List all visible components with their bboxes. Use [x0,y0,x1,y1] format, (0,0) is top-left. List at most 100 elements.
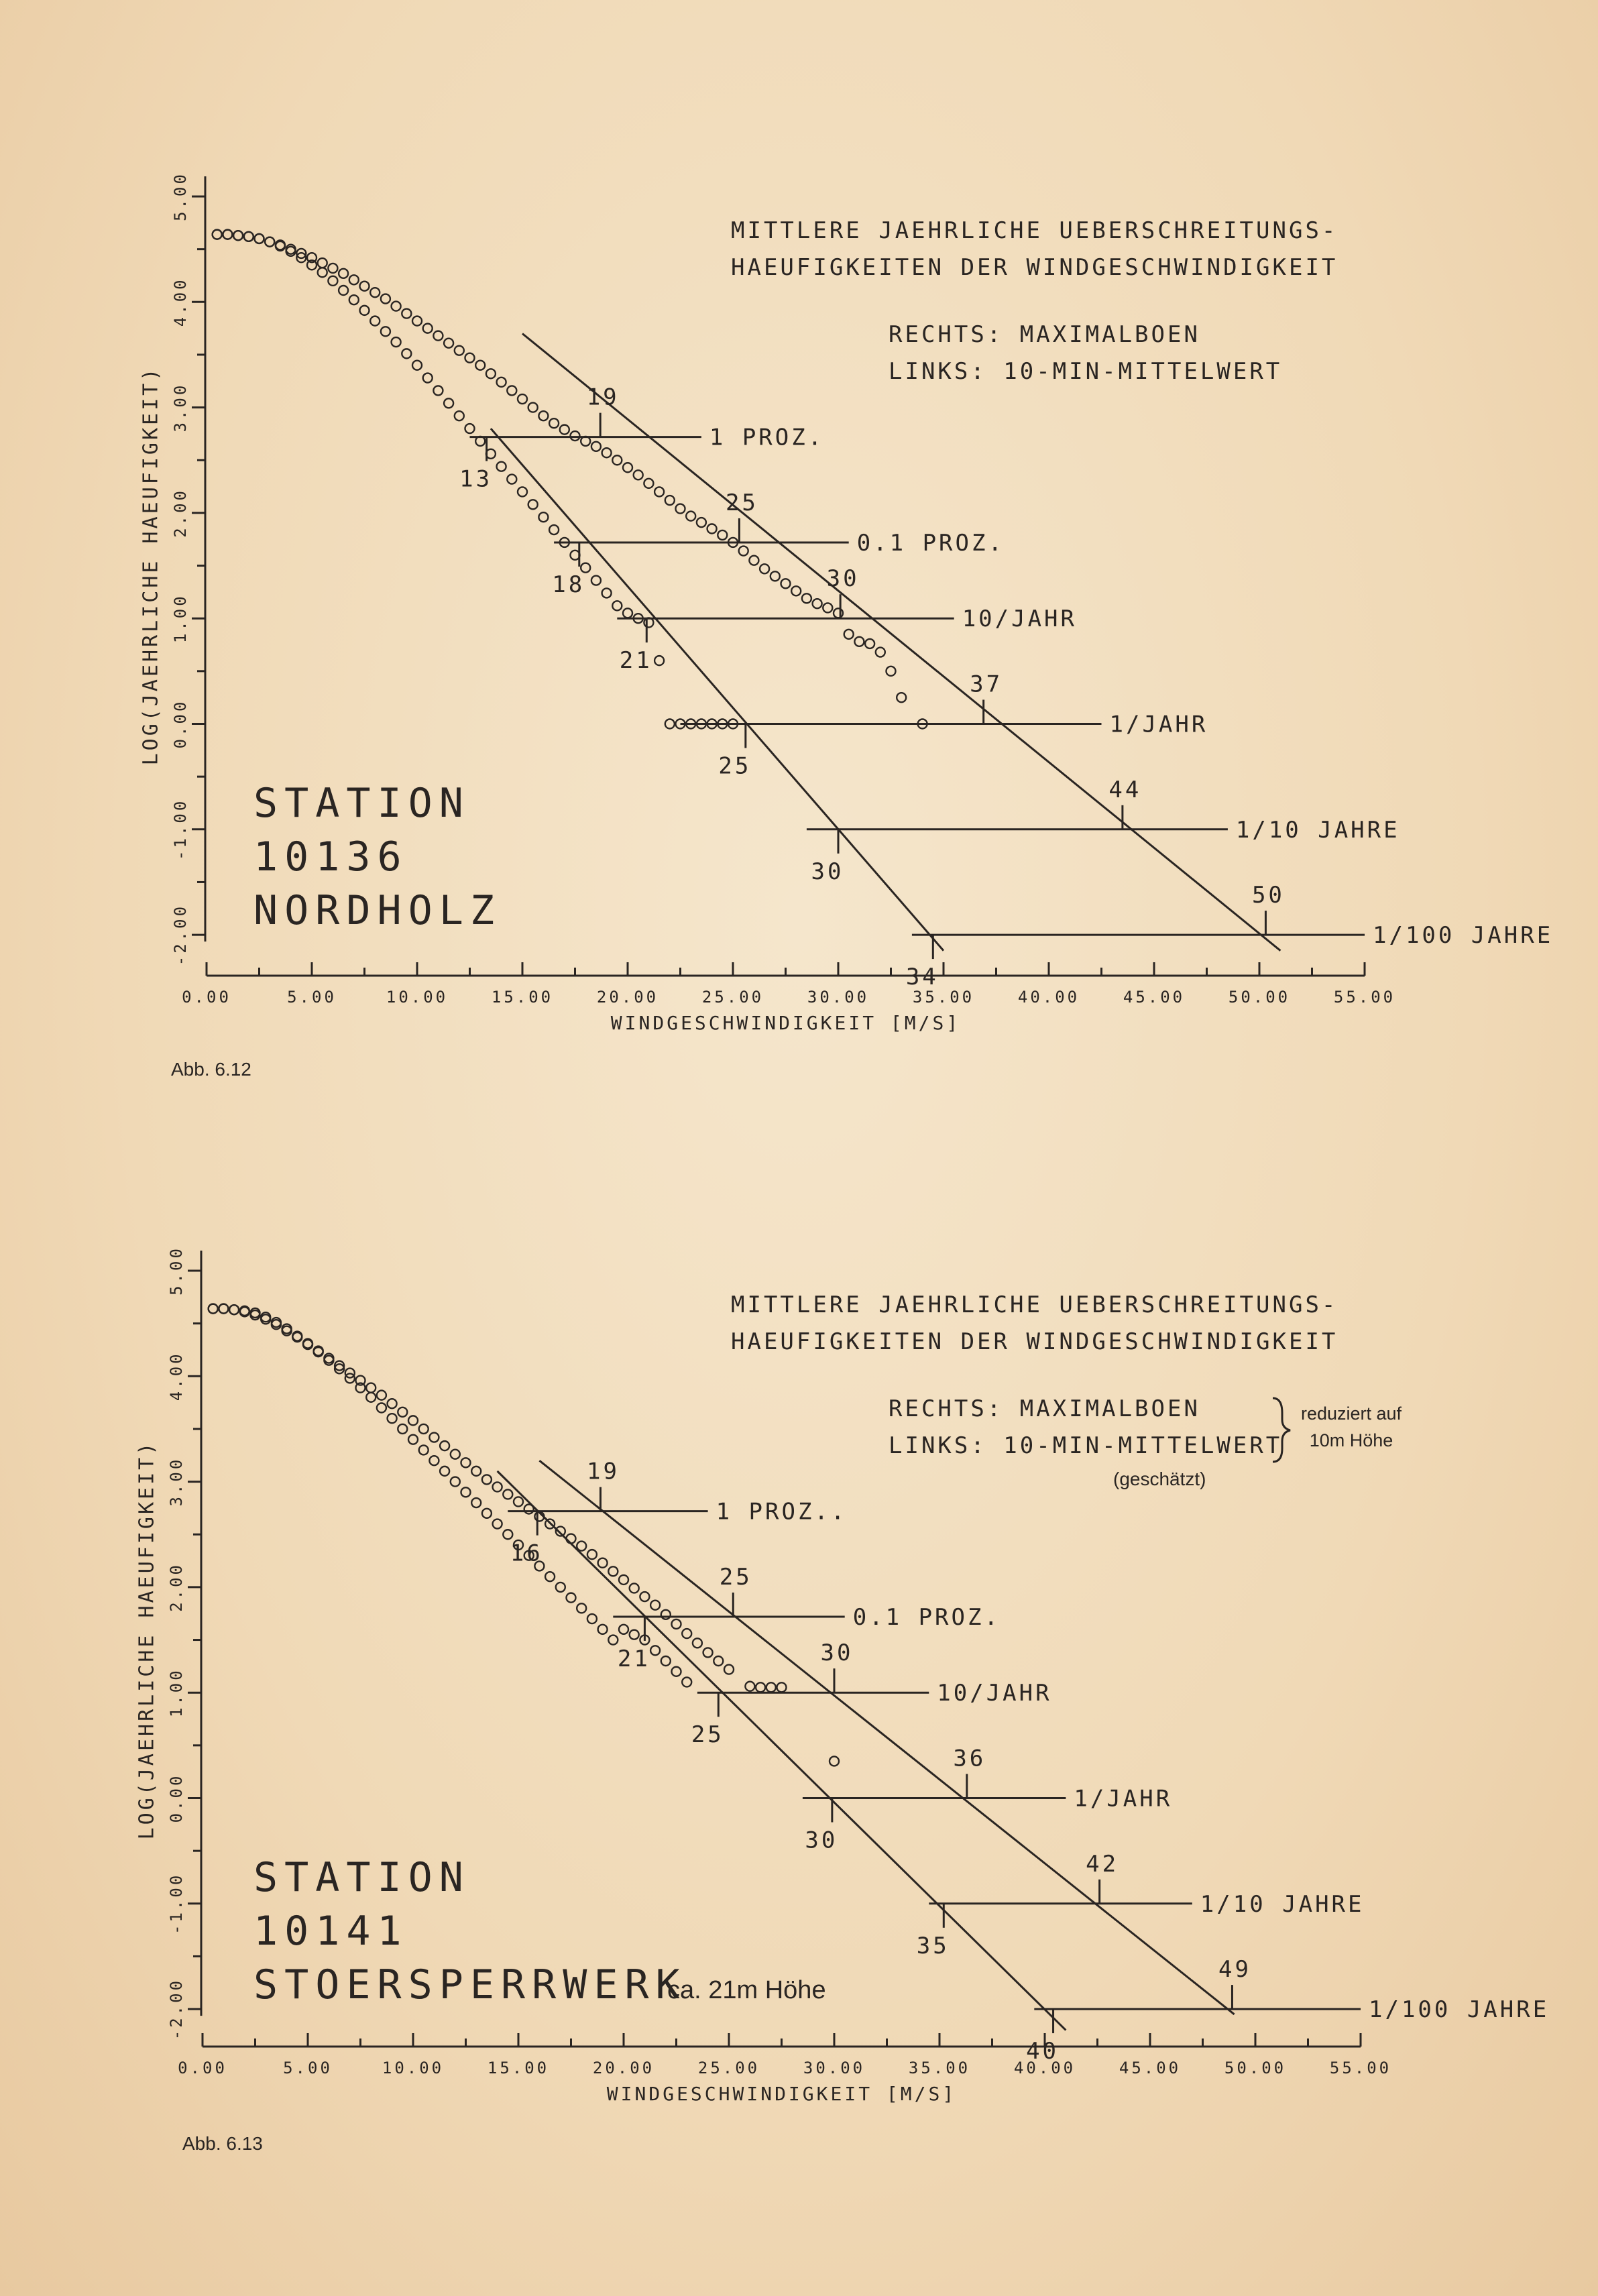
point-mittelwert [422,372,433,384]
point-maximalboen [723,1664,735,1675]
point-maximalboen [365,1382,377,1393]
point-maximalboen [333,1360,345,1371]
point-mittelwert [222,229,233,240]
point-mittelwert [306,260,318,271]
y-tick-label: 4.00 [167,1351,186,1401]
point-mittelwert [439,1465,451,1477]
point-maximalboen [622,462,634,473]
figure-caption: Abb. 6.13 [182,2133,263,2154]
threshold-label: 1 PROZ. [709,424,824,451]
y-tick-label: 4.00 [171,277,190,327]
point-maximalboen [555,1526,566,1537]
point-mittelwert [253,233,265,245]
x-tick-label: 5.00 [283,2059,333,2077]
point-mittelwert [580,562,591,573]
point-maximalboen [885,665,897,677]
point-maximalboen [376,1389,388,1401]
point-mittelwert [612,600,623,612]
point-maximalboen [453,345,465,356]
point-maximalboen [418,1423,429,1435]
point-mittelwert [386,1413,398,1424]
point-maximalboen [776,1682,787,1693]
point-mittelwert [433,385,444,396]
x-tick-label: 45.00 [1119,2059,1181,2077]
point-mittelwert [460,1487,471,1498]
point-mittelwert [671,1666,682,1677]
point-maximalboen [649,1599,661,1611]
point-maximalboen [443,337,455,349]
point-maximalboen [653,486,665,498]
legend-brace-note: 10m Höhe [1310,1430,1393,1450]
point-mittelwert [555,1581,566,1593]
threshold-label: 1/100 JAHRE [1369,1996,1549,2023]
point-maximalboen [618,1574,630,1586]
point-maximalboen [874,646,887,658]
x-tick-label: 30.00 [807,988,869,1007]
x-tick-label: 0.00 [178,2059,227,2077]
station-label: STATION [253,1854,470,1901]
point-maximalboen [317,257,328,269]
point-mittelwert [390,336,402,348]
crossing-label: 25 [691,1721,724,1748]
point-maximalboen [401,308,412,319]
crossing-label: 21 [620,647,652,674]
point-maximalboen [485,368,497,380]
crossing-label: 25 [726,490,758,516]
point-maximalboen [348,274,359,286]
y-tick-label: 5.00 [171,172,190,221]
point-maximalboen [811,597,823,610]
crossing-label: 18 [552,571,585,598]
x-tick-label: 5.00 [287,988,337,1007]
point-mittelwert [590,575,602,586]
x-axis-label: WINDGESCHWINDIGKEIT [M/S] [611,1012,960,1034]
legend-line: RECHTS: MAXIMALBOEN [889,1395,1200,1422]
threshold-label: 1/JAHR [1074,1786,1172,1813]
legend-line: LINKS: 10-MIN-MITTELWERT [889,1432,1282,1459]
point-mittelwert [622,608,634,619]
point-mittelwert [538,511,549,523]
point-maximalboen [822,602,834,614]
point-maximalboen [512,1496,524,1507]
point-mittelwert [264,236,276,247]
legend-brace [1272,1397,1291,1463]
point-mittelwert [207,1303,219,1314]
y-tick-label: -1.00 [171,799,190,860]
point-mittelwert [534,1560,545,1572]
point-mittelwert [443,398,455,409]
point-maximalboen [643,477,654,490]
point-maximalboen [597,1557,608,1568]
crossing-label: 30 [811,858,844,885]
x-tick-label: 30.00 [803,2059,865,2077]
point-maximalboen [754,1682,766,1693]
crossing-label: 25 [720,1564,752,1591]
chart-subtitle-line: MITTLERE JAEHRLICHE UEBERSCHREITUNGS- [731,217,1338,244]
point-maximalboen [464,352,475,363]
point-maximalboen [632,469,644,481]
point-maximalboen [397,1406,408,1418]
point-maximalboen [411,315,423,327]
point-maximalboen [527,402,538,413]
point-maximalboen [691,1638,703,1649]
crossing-label: 30 [827,565,860,592]
threshold-label: 1/100 JAHRE [1373,922,1553,949]
station-label: 10141 [253,1908,408,1955]
point-maximalboen [475,359,486,371]
x-tick-label: 55.00 [1334,988,1395,1007]
point-mittelwert [281,1325,292,1336]
x-tick-label: 10.00 [382,2059,444,2077]
crossing-label: 35 [917,1933,950,1959]
legend-note: (geschätzt) [1113,1469,1206,1489]
point-maximalboen [496,376,507,388]
point-mittelwert [628,1629,640,1640]
point-maximalboen [675,503,686,514]
crossing-label: 30 [805,1827,838,1854]
point-maximalboen [380,293,392,304]
crossing-label: 44 [1108,777,1141,803]
point-mittelwert [211,229,223,240]
threshold-label: 0.1 PROZ. [857,530,1005,557]
point-mittelwert [369,315,381,327]
crossing-label: 42 [1086,1851,1119,1878]
x-tick-label: 40.00 [1018,988,1080,1007]
x-tick-label: 20.00 [593,2059,654,2077]
legend-line: RECHTS: MAXIMALBOEN [889,321,1200,348]
